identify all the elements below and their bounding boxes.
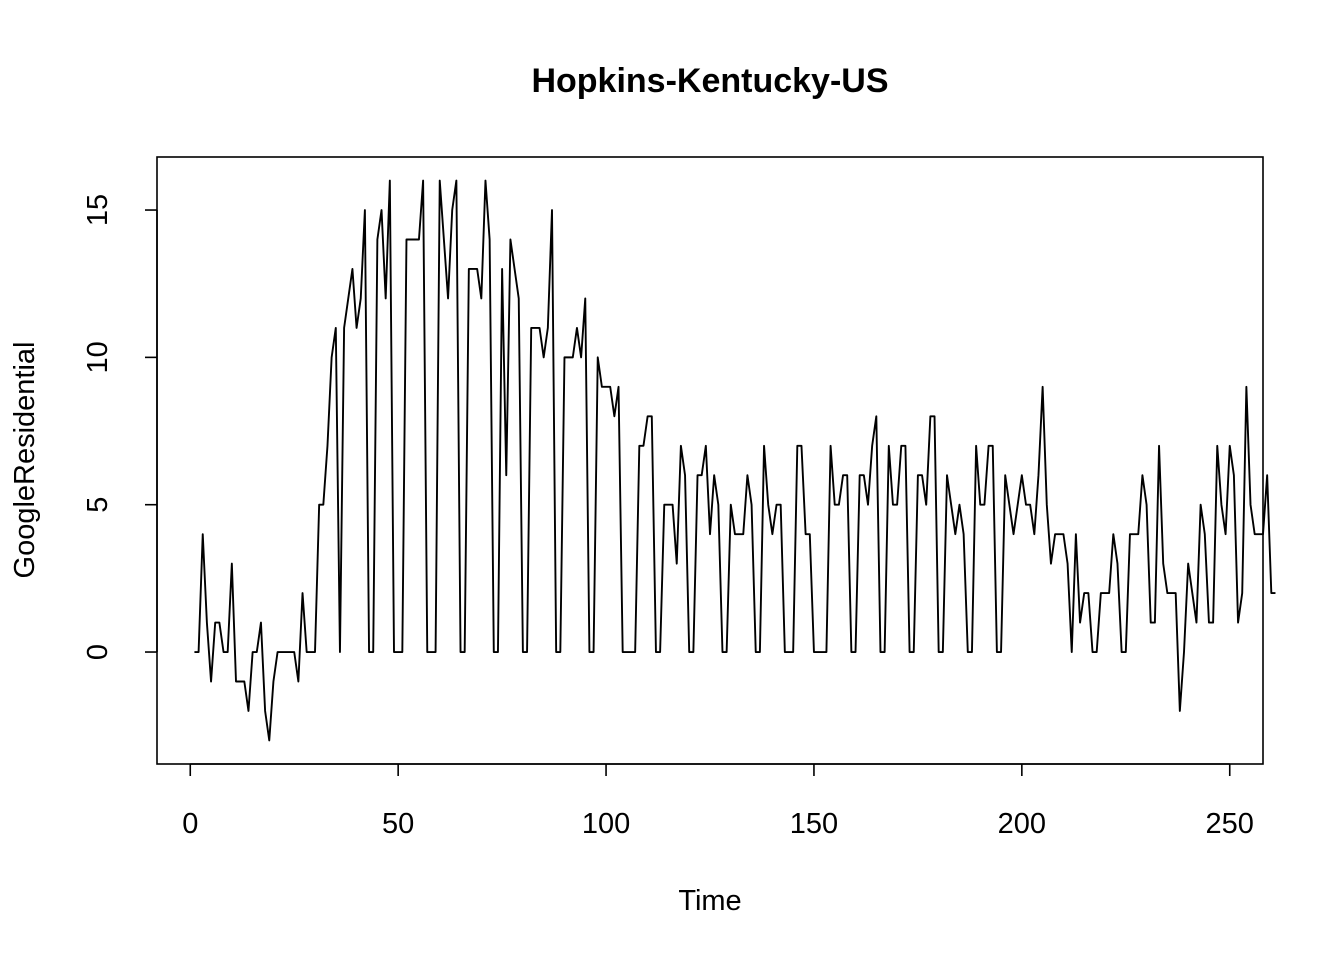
x-tick-label: 100: [582, 808, 630, 840]
y-axis-label: GoogleResidential: [9, 342, 41, 579]
y-tick-label: 5: [82, 497, 114, 513]
series-group: [194, 179, 1276, 742]
x-tick-label: 0: [182, 808, 198, 840]
chart-title: Hopkins-Kentucky-US: [531, 62, 888, 100]
y-tick-label: 10: [82, 341, 114, 373]
series-line: [194, 179, 1276, 742]
x-tick-label: 150: [790, 808, 838, 840]
x-axis: 0 50 100 150 200 250: [182, 763, 1254, 840]
y-tick-label: 0: [82, 644, 114, 660]
plot-frame: [156, 156, 1264, 765]
x-axis-label: Time: [678, 885, 741, 917]
x-tick-label: 50: [382, 808, 414, 840]
x-tick-label: 200: [998, 808, 1046, 840]
y-axis: 0 5 10 15: [82, 194, 158, 660]
y-tick-label: 15: [82, 194, 114, 226]
x-tick-label: 250: [1206, 808, 1254, 840]
